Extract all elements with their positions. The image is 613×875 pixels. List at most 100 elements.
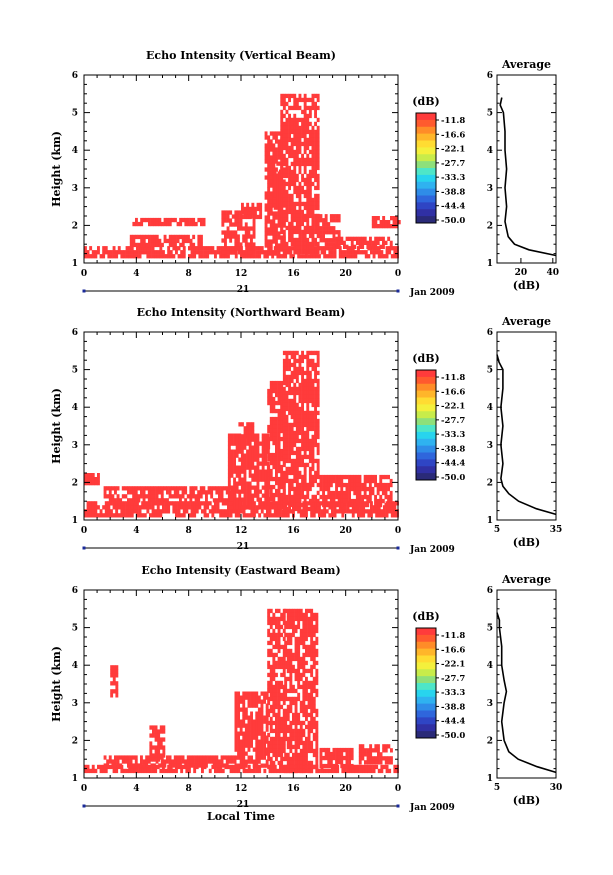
echo-cell [269, 139, 273, 144]
echo-cell [164, 509, 168, 514]
echo-cell [199, 490, 203, 495]
echo-cell [358, 494, 362, 500]
echo-cell [267, 464, 271, 470]
echo-cell [233, 453, 236, 458]
x-tick-label: 0 [395, 526, 401, 536]
echo-cell [285, 438, 289, 444]
echo-cell [140, 242, 144, 248]
echo-cell [308, 249, 312, 255]
echo-cell [150, 221, 154, 227]
echo-cell [264, 243, 268, 248]
echo-cell [280, 616, 284, 622]
echo-cell [253, 254, 256, 259]
echo-cell [216, 501, 220, 506]
echo-cell [251, 210, 255, 216]
echo-cell [264, 175, 268, 180]
echo-cells [84, 93, 401, 259]
echo-cell [301, 185, 304, 191]
echo-cell [260, 731, 264, 736]
echo-cell [306, 121, 310, 127]
echo-cell [219, 254, 223, 259]
echo-cell [275, 732, 278, 738]
echo-cell [312, 644, 316, 650]
echo-cell [115, 509, 119, 514]
echo-cell [303, 229, 307, 235]
echo-cell [141, 250, 145, 255]
echo-cell [302, 668, 306, 674]
echo-cell [248, 426, 252, 431]
colorbar-tick-label: -38.8 [441, 702, 465, 712]
echo-cell [298, 426, 302, 432]
echo-cell [340, 498, 344, 504]
echo-cell [267, 764, 271, 770]
colorbar-segment [416, 133, 436, 141]
echo-cell [308, 205, 312, 211]
echo-cell [123, 768, 126, 774]
echo-cell [310, 764, 314, 770]
echo-cell [280, 660, 284, 666]
echo-cell [277, 468, 281, 474]
echo-cell [104, 250, 108, 255]
echo-cell [303, 478, 307, 484]
echo-cell [256, 481, 260, 486]
y-tick-label: 6 [72, 328, 78, 338]
echo-cell [203, 246, 207, 251]
echo-cell [244, 763, 248, 768]
echo-cell [234, 703, 238, 708]
echo-cell [277, 632, 281, 638]
echo-cell [362, 768, 366, 774]
echo-cell [242, 250, 246, 255]
colorbar-tick-label: -33.3 [441, 173, 465, 183]
echo-cell [248, 449, 252, 454]
echo-cell [277, 155, 281, 160]
echo-cell [271, 254, 275, 259]
echo-cell [282, 97, 286, 103]
echo-cell [297, 680, 301, 686]
echo-cell [288, 113, 291, 119]
echo-cell [261, 473, 265, 478]
echo-cell [289, 744, 293, 750]
echo-cell [198, 254, 202, 259]
echo-cell [263, 715, 266, 720]
echo-cell [335, 236, 339, 241]
echo-cell [117, 505, 121, 510]
echo-cell [285, 209, 289, 215]
echo-cell [250, 695, 253, 700]
echo-cell [272, 484, 276, 490]
echo-cell [160, 494, 164, 499]
echo-cell [267, 424, 271, 430]
echo-cell [154, 250, 158, 255]
echo-cell [226, 230, 230, 235]
average-y-tick-label: 6 [487, 586, 493, 596]
echo-cell [374, 220, 378, 225]
echo-cell [369, 760, 373, 765]
echo-cell [264, 131, 268, 136]
echo-cell [303, 157, 307, 163]
echo-cell [288, 498, 291, 504]
echo-cell [275, 135, 278, 140]
echo-cell [295, 149, 299, 155]
echo-cell [301, 177, 304, 183]
echo-cell [255, 254, 259, 259]
echo-cell [301, 233, 304, 239]
echo-cell [332, 226, 336, 231]
echo-cell [294, 672, 298, 678]
echo-cell [315, 668, 319, 674]
echo-cell [277, 143, 281, 148]
echo-cell [220, 490, 224, 495]
echo-cell [247, 691, 251, 696]
echo-cell [379, 486, 383, 492]
x-tick-label: 0 [81, 784, 87, 794]
echo-cell [244, 695, 248, 700]
echo-cell [184, 490, 188, 495]
echo-cell [221, 513, 225, 518]
echo-cell [301, 109, 304, 115]
echo-cell [269, 680, 273, 686]
echo-cell [361, 482, 364, 488]
echo-cell [260, 707, 264, 712]
echo-cell [285, 454, 289, 460]
echo-cell [316, 245, 320, 251]
echo-cell [267, 684, 271, 690]
echo-cell [275, 704, 278, 710]
echo-cell [335, 502, 338, 508]
